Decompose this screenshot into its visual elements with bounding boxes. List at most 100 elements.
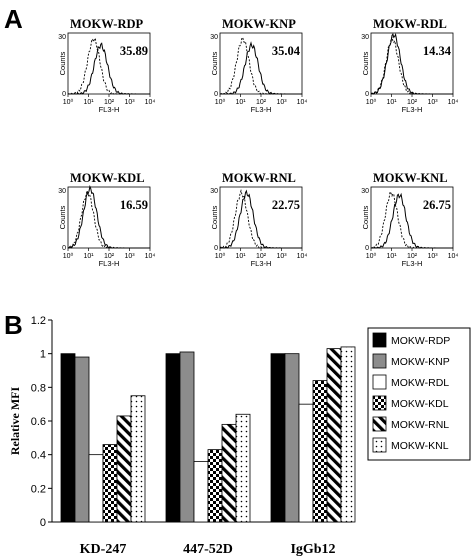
bar — [235, 413, 251, 523]
control-histogram-line — [371, 190, 453, 249]
histogram-panel: MOKW-KNL 10⁰ 10¹ 10² 10³ 10⁴ 30 0 Counts FL3-H 26.… — [361, 171, 458, 268]
x-axis-label: FL3-H — [402, 105, 423, 114]
x-tick-label: 10¹ — [386, 99, 397, 106]
category-label: IgGb12 — [290, 542, 335, 557]
panel-a-label: A — [4, 4, 23, 34]
y-tick-label: 30 — [210, 188, 218, 195]
legend-label: MOKW-KNP — [391, 356, 450, 368]
x-tick-label: 10³ — [276, 99, 287, 106]
x-tick-label: 10⁴ — [448, 99, 459, 106]
legend-label: MOKW-RDP — [391, 335, 450, 347]
x-tick-label: 10¹ — [235, 99, 246, 106]
bar — [179, 351, 195, 523]
x-tick-label: 10⁰ — [215, 252, 226, 260]
bar — [60, 353, 76, 523]
y-axis-label: Counts — [210, 205, 219, 229]
x-tick-label: 10² — [407, 253, 418, 260]
bar — [270, 353, 286, 523]
category-label: KD-247 — [80, 542, 127, 557]
x-tick-label: 10⁰ — [63, 98, 74, 106]
legend-swatch — [372, 353, 387, 369]
control-histogram-line — [220, 37, 302, 95]
histogram-frame — [370, 32, 454, 95]
legend-label: MOKW-KDL — [391, 398, 449, 410]
x-tick-label: 10³ — [124, 253, 135, 260]
test-histogram-line — [370, 33, 453, 95]
y-tick-label: 0 — [62, 245, 66, 252]
histogram-frame — [219, 186, 303, 249]
bar — [130, 395, 146, 523]
bar — [102, 444, 118, 523]
legend-label: MOKW-RNL — [391, 419, 449, 431]
bar — [88, 454, 104, 523]
legend-swatch — [372, 332, 387, 348]
x-tick-label: 10³ — [427, 99, 438, 106]
histogram-title: MOKW-RNL — [222, 171, 296, 185]
y-axis-label: Counts — [58, 205, 67, 229]
y-axis-label: Counts — [58, 51, 67, 75]
histogram-panel: MOKW-RNL 10⁰ 10¹ 10² 10³ 10⁴ 30 0 Counts FL3-H 22.… — [210, 171, 307, 268]
x-axis-label: FL3-H — [99, 259, 120, 268]
y-tick-label: 0.8 — [31, 382, 46, 394]
legend-swatch — [372, 416, 387, 432]
y-tick-label: 0.2 — [31, 483, 46, 495]
mfi-value: 22.75 — [272, 198, 300, 212]
y-tick-label: 0 — [40, 517, 46, 529]
histogram-panel: MOKW-RDP 10⁰ 10¹ 10² 10³ 10⁴ 30 0 Counts FL3-H 35.… — [58, 17, 155, 114]
x-tick-label: 10¹ — [386, 253, 397, 260]
test-histogram-line — [220, 41, 302, 95]
legend-label: MOKW-RDL — [391, 377, 449, 389]
y-tick-label: 0 — [214, 91, 218, 98]
mfi-value: 16.59 — [120, 198, 148, 212]
legend-swatch — [372, 437, 387, 453]
y-tick-label: 30 — [58, 188, 66, 195]
y-tick-label: 0 — [365, 245, 369, 252]
category-label: 447-52D — [183, 542, 233, 557]
mfi-value: 14.34 — [423, 44, 452, 58]
x-tick-label: 10³ — [427, 253, 438, 260]
x-tick-label: 10¹ — [235, 253, 246, 260]
y-tick-label: 0.6 — [31, 416, 46, 428]
y-tick-label: 0 — [365, 91, 369, 98]
y-tick-label: 1 — [40, 349, 46, 361]
y-axis-label: Counts — [210, 51, 219, 75]
bar — [116, 415, 132, 523]
mfi-value: 35.89 — [120, 44, 148, 58]
bar — [340, 346, 356, 523]
y-tick-label: 1.2 — [31, 315, 46, 327]
x-tick-label: 10³ — [276, 253, 287, 260]
x-tick-label: 10¹ — [83, 99, 94, 106]
y-axis-label: Counts — [361, 51, 370, 75]
legend-swatch — [372, 395, 387, 411]
y-tick-label: 0.4 — [31, 450, 46, 462]
bar — [74, 356, 90, 523]
x-axis-label: FL3-H — [251, 259, 272, 268]
x-tick-label: 10⁰ — [215, 98, 226, 106]
x-tick-label: 10⁰ — [366, 252, 377, 260]
bar — [221, 423, 237, 523]
x-tick-label: 10³ — [124, 99, 135, 106]
x-tick-label: 10² — [407, 99, 418, 106]
histogram-title: MOKW-RDP — [70, 17, 143, 31]
x-tick-label: 10² — [104, 253, 115, 260]
y-tick-label: 30 — [210, 34, 218, 41]
bar — [193, 460, 209, 523]
histogram-title: MOKW-RDL — [373, 17, 447, 31]
histogram-panel: MOKW-KDL 10⁰ 10¹ 10² 10³ 10⁴ 30 0 Counts FL3-H 16.… — [58, 171, 155, 268]
histogram-panel: MOKW-KNP 10⁰ 10¹ 10² 10³ 10⁴ 30 0 Counts FL3-H 35.… — [210, 17, 307, 114]
x-tick-label: 10⁴ — [145, 253, 156, 260]
x-tick-label: 10⁰ — [366, 98, 377, 106]
y-tick-label: 30 — [361, 188, 369, 195]
histogram-panel: MOKW-RDL 10⁰ 10¹ 10² 10³ 10⁴ 30 0 Counts FL3-H 14.… — [361, 17, 458, 114]
bar — [298, 403, 314, 523]
bar — [207, 449, 223, 523]
x-tick-label: 10² — [104, 99, 115, 106]
test-histogram-line — [67, 42, 150, 95]
bar — [165, 353, 181, 523]
histogram-frame — [67, 32, 151, 95]
histogram-title: MOKW-KNL — [373, 171, 448, 185]
x-tick-label: 10² — [256, 253, 267, 260]
histogram-title: MOKW-KDL — [70, 171, 145, 185]
bar — [284, 353, 300, 523]
